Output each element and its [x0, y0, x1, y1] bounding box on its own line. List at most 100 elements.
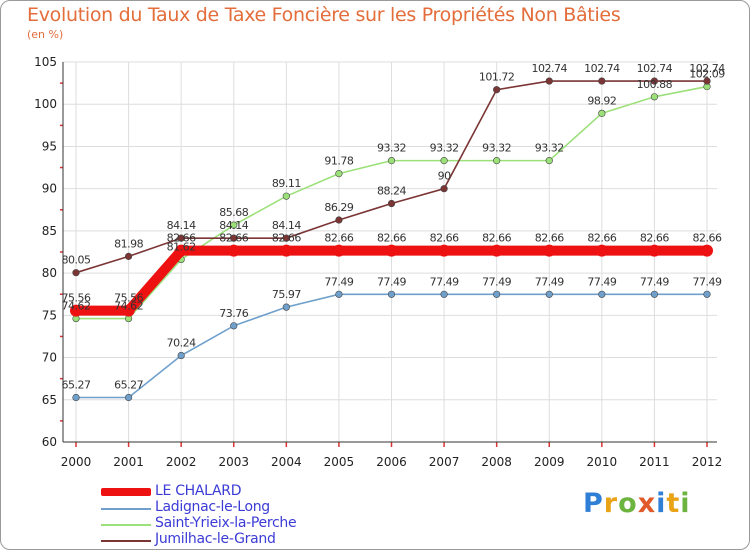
data-point-3-2003	[230, 234, 238, 242]
data-point-1-2006	[387, 290, 396, 298]
data-label-1-2010: 77.49	[587, 275, 616, 288]
data-label-1-2001: 65.27	[114, 378, 143, 391]
data-point-0-2002	[175, 244, 188, 257]
data-point-2-2011	[650, 93, 659, 101]
data-point-0-2001	[122, 304, 135, 317]
data-label-0-2004: 82.66	[272, 232, 301, 245]
legend-label-ladignac: Ladignac-le-Long	[155, 499, 270, 515]
data-point-3-2009	[545, 77, 553, 85]
data-point-0-2010	[595, 244, 608, 257]
x-tick-label-2007: 2007	[429, 455, 460, 469]
y-tick-label-95: 95	[42, 139, 57, 153]
data-point-3-2000	[72, 269, 80, 277]
y-tick-label-85: 85	[42, 224, 57, 238]
data-label-2-2005: 91.78	[324, 155, 353, 168]
data-label-3-2006: 88.24	[377, 185, 406, 198]
data-point-2-2010	[598, 109, 606, 117]
x-tick-label-2011: 2011	[639, 455, 670, 469]
data-label-1-2007: 77.49	[430, 275, 459, 288]
data-label-1-2012: 77.49	[693, 275, 722, 288]
data-point-1-2008	[493, 290, 501, 298]
data-label-3-2008: 101.72	[479, 71, 515, 84]
x-tick-label-2010: 2010	[587, 455, 618, 469]
data-label-1-2005: 77.49	[324, 275, 353, 288]
axes: 60 65 70 75 80 85 90 95 100 105 2000 2001 2002 2003 20…	[34, 55, 722, 469]
data-label-0-2006: 82.66	[377, 232, 406, 245]
data-label-0-2002: 82.66	[167, 232, 196, 245]
data-point-3-2005	[335, 216, 343, 224]
x-tick-label-2009: 2009	[534, 455, 565, 469]
logo-letter: i	[656, 488, 667, 519]
data-point-3-2007	[440, 185, 448, 193]
data-point-1-2004	[282, 303, 290, 311]
data-point-2-2004	[282, 192, 290, 200]
data-label-3-2011: 102.74	[637, 62, 673, 75]
data-label-2-2012: 102.09	[689, 68, 725, 81]
data-point-1-2010	[598, 290, 606, 298]
data-point-2-2009	[545, 157, 553, 165]
logo-letter: x	[637, 488, 657, 519]
data-point-3-2011	[650, 77, 659, 85]
x-tick-label-2001: 2001	[113, 455, 144, 469]
legend-swatch-ladignac	[101, 508, 151, 510]
unit-label: (en %)	[27, 28, 64, 41]
logo-letter: t	[666, 488, 681, 519]
data-label-0-2012: 82.66	[693, 232, 722, 245]
y-tick-label-80: 80	[42, 266, 57, 280]
data-label-2-2009: 93.32	[535, 142, 564, 155]
legend-label-le-chalard: LE CHALARD	[155, 483, 242, 499]
data-label-0-2010: 82.66	[587, 232, 616, 245]
data-label-0-2011: 82.66	[640, 232, 669, 245]
data-point-0-2007	[438, 244, 451, 257]
data-point-0-2009	[543, 244, 556, 257]
data-point-1-2003	[230, 322, 238, 330]
data-label-1-2006: 77.49	[377, 275, 406, 288]
data-label-0-2005: 82.66	[324, 232, 353, 245]
data-point-0-2006	[385, 244, 398, 257]
data-label-3-2005: 86.29	[324, 201, 353, 214]
x-tick-label-2006: 2006	[376, 455, 407, 469]
data-point-0-2005	[332, 244, 345, 257]
x-tick-label-2005: 2005	[324, 455, 355, 469]
logo-letter: i	[680, 488, 691, 519]
data-point-3-2004	[282, 234, 290, 242]
data-point-0-2003	[227, 244, 240, 257]
x-tick-label-2000: 2000	[61, 455, 92, 469]
data-label-0-2001: 75.56	[114, 292, 143, 305]
chart-title: Evolution du Taux de Taxe Foncière sur l…	[27, 4, 621, 26]
y-tick-label-105: 105	[34, 55, 57, 69]
data-point-0-2011	[648, 244, 661, 257]
x-tick-label-2003: 2003	[218, 455, 249, 469]
data-label-0-2000: 75.56	[62, 292, 91, 305]
data-label-2-2003: 85.68	[219, 206, 248, 219]
data-point-0-2012	[701, 244, 713, 257]
x-tick-label-2008: 2008	[481, 455, 512, 469]
logo-letter: P	[583, 488, 604, 519]
data-point-3-2006	[387, 199, 396, 208]
data-label-3-2002: 84.14	[167, 219, 196, 232]
legend-swatch-jumilhac	[101, 540, 151, 542]
legend-swatch-saint-yrieix	[101, 524, 151, 526]
legend-swatch-le-chalard	[101, 488, 151, 496]
data-label-2-2006: 93.32	[377, 142, 406, 155]
data-point-1-2009	[545, 290, 553, 298]
data-label-3-2003: 84.14	[219, 219, 248, 232]
data-label-1-2009: 77.49	[535, 275, 564, 288]
data-point-0-2004	[280, 244, 293, 257]
data-label-3-2010: 102.74	[584, 62, 620, 75]
legend-label-saint-yrieix: Saint-Yrieix-la-Perche	[155, 515, 297, 531]
y-tick-label-90: 90	[42, 182, 57, 196]
series-lines	[70, 77, 713, 402]
data-label-1-2008: 77.49	[482, 275, 511, 288]
data-label-1-2004: 75.97	[272, 288, 301, 301]
logo-letter: r	[603, 488, 619, 519]
data-label-3-2012: 102.74	[689, 62, 725, 75]
data-point-1-2001	[124, 393, 133, 402]
data-label-1-2003: 73.76	[219, 307, 248, 320]
data-label-2-2004: 89.11	[272, 177, 301, 190]
data-point-2-2008	[493, 157, 501, 165]
data-label-1-2011: 77.49	[640, 275, 669, 288]
x-tick-label-2012: 2012	[692, 455, 723, 469]
data-point-1-2000	[72, 393, 80, 402]
legend-label-jumilhac: Jumilhac-le-Grand	[155, 531, 276, 547]
